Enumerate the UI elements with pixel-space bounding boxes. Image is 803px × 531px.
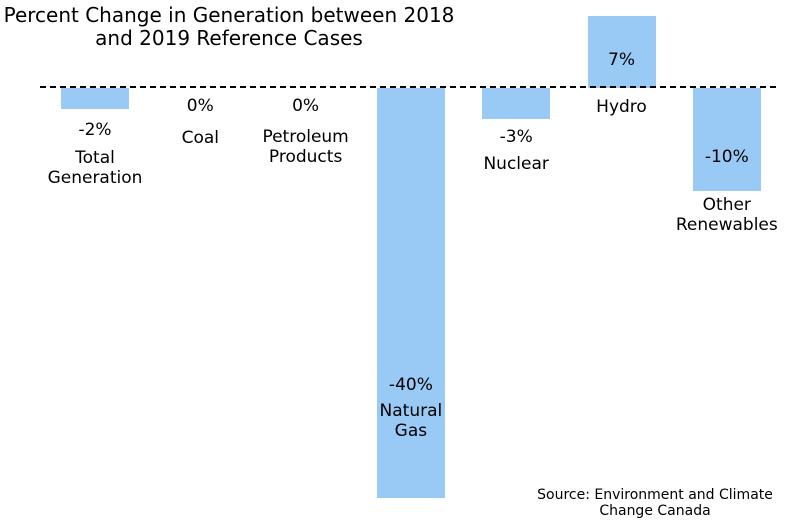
- category-label: Total Generation: [47, 148, 143, 188]
- bar: [376, 88, 445, 499]
- value-label: -40%: [388, 375, 433, 395]
- value-label: 7%: [608, 50, 635, 70]
- baseline: [40, 86, 776, 88]
- category-label: Petroleum Products: [262, 127, 349, 167]
- bar: [482, 88, 551, 119]
- bar: [61, 88, 129, 109]
- category-label: Nuclear: [483, 154, 549, 174]
- chart-title: Percent Change in Generation between 201…: [3, 3, 455, 50]
- category-label: Natural Gas: [379, 401, 443, 441]
- category-label: Coal: [181, 128, 220, 148]
- bar: [692, 88, 761, 191]
- category-label: Other Renewables: [675, 195, 778, 235]
- source-note: Source: Environment and Climate Change C…: [537, 487, 773, 519]
- value-label: 0%: [292, 96, 320, 116]
- category-label: Hydro: [596, 97, 647, 117]
- value-label: -3%: [499, 127, 533, 147]
- bar: [587, 16, 656, 88]
- value-label: 0%: [186, 96, 214, 116]
- value-label: -2%: [78, 120, 112, 140]
- value-label: -10%: [704, 147, 749, 167]
